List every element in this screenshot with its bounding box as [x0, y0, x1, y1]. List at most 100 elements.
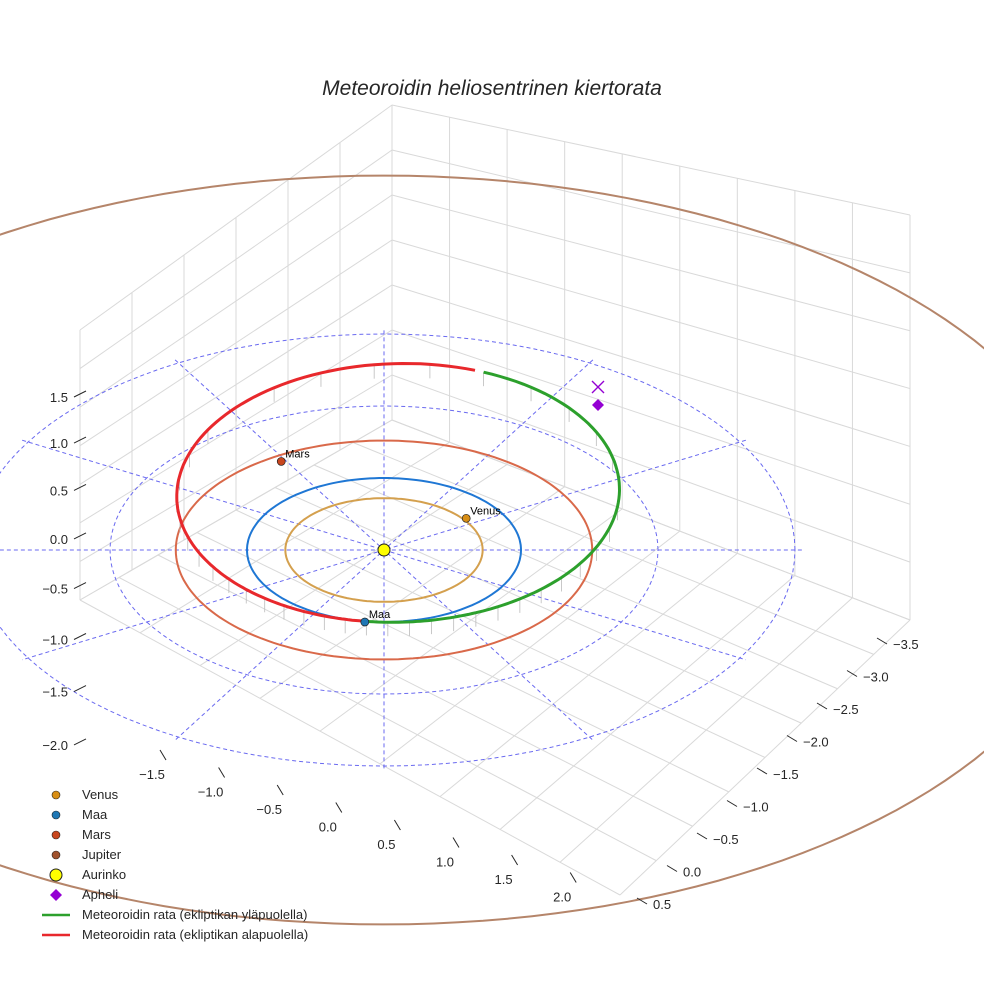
x-tick-label: 1.0	[436, 855, 454, 870]
y-tick	[636, 897, 648, 905]
legend-item: Meteoroidin rata (ekliptikan yläpuolella…	[42, 907, 307, 922]
meteoroid-orbit-above	[366, 370, 622, 624]
y-tick	[756, 767, 768, 775]
x-tick	[569, 872, 577, 883]
grid-line	[79, 149, 393, 369]
y-tick-label: −1.0	[743, 800, 769, 815]
x-tick	[159, 749, 167, 761]
grid-line	[391, 149, 911, 274]
y-tick-label: 0.5	[653, 897, 671, 912]
legend-marker	[50, 889, 62, 901]
z-tick	[73, 532, 87, 540]
z-tick-label: −1.0	[42, 633, 68, 648]
right-pane	[392, 105, 910, 620]
legend-item: Aurinko	[49, 867, 126, 882]
legend-item: Jupiter	[51, 847, 122, 862]
x-tick-label: −1.5	[139, 767, 165, 782]
x-tick	[511, 854, 519, 866]
z-tick-label: −1.5	[42, 685, 68, 700]
grid-line	[391, 194, 911, 332]
z-tick	[73, 738, 87, 746]
y-tick-label: −3.0	[863, 670, 889, 685]
y-tick-label: −0.5	[713, 832, 739, 847]
z-tick-label: −2.0	[42, 738, 68, 753]
legend-item: Apheli	[50, 887, 118, 902]
legend-label: Jupiter	[82, 847, 122, 862]
x-tick	[335, 802, 343, 813]
aphelion-projection-cross	[591, 380, 605, 394]
y-tick-label: −2.0	[803, 735, 829, 750]
grid-line	[559, 597, 853, 863]
grid-line	[79, 194, 393, 408]
legend-label: Apheli	[82, 887, 118, 902]
z-tick-label: 1.0	[50, 436, 68, 451]
planet-maa-label: Maa	[369, 609, 391, 621]
grid-line	[619, 619, 911, 896]
tick-labels: 1.5 1.0 0.5 0.0 −0.5 −1.0 −1.5 −2.0 −1.5 −1.0 −0.5…	[42, 390, 918, 912]
meteoroid-orbit-below	[175, 361, 476, 623]
legend: Venus Maa Mars Jupiter Aurinko Apheli Meteoroi…	[42, 787, 308, 942]
planet-venus-marker	[461, 513, 471, 523]
x-tick-label: −1.0	[198, 785, 224, 800]
x-tick-label: 0.5	[377, 837, 395, 852]
y-tick	[786, 735, 798, 742]
grid-line	[259, 486, 565, 699]
grid-line	[274, 487, 802, 724]
x-tick	[218, 767, 226, 778]
y-tick-label: 0.0	[683, 865, 701, 880]
legend-item: Meteoroidin rata (ekliptikan alapuolella…	[42, 927, 308, 942]
grid-line	[391, 239, 911, 390]
legend-item: Mars	[51, 827, 111, 842]
reference-circle	[109, 405, 659, 695]
grid-line	[391, 284, 911, 447]
grid-line	[157, 554, 693, 827]
bodies: Venus Maa Mars	[276, 380, 605, 627]
z-tick	[73, 390, 87, 398]
grid-line	[391, 104, 911, 216]
legend-marker	[51, 810, 61, 820]
legend-label: Maa	[82, 807, 108, 822]
y-tick	[726, 800, 738, 807]
orbit-jupiter	[0, 174, 984, 926]
orbit-maa	[245, 477, 522, 623]
legend-label: Meteoroidin rata (ekliptikan yläpuolella…	[82, 907, 307, 922]
reference-circle	[0, 333, 796, 767]
x-tick-label: 2.0	[553, 890, 571, 905]
grid-line	[79, 599, 621, 896]
planet-maa-marker	[360, 617, 370, 627]
grid-line	[439, 552, 738, 798]
z-tick	[73, 483, 87, 491]
grid-line	[79, 374, 393, 562]
floor-pane	[80, 420, 910, 895]
x-tick	[452, 837, 460, 848]
y-tick	[696, 832, 708, 840]
grid-line	[196, 532, 729, 793]
z-tick-label: 1.5	[50, 390, 68, 405]
grid-line	[499, 575, 796, 830]
legend-label: Venus	[82, 787, 119, 802]
planet-mars-marker	[276, 457, 286, 466]
grid-line	[79, 329, 393, 524]
z-tick	[73, 685, 87, 693]
chart-title: Meteoroidin heliosentrinen kiertorata	[322, 77, 662, 100]
grid-line	[199, 464, 508, 666]
z-tick-label: 0.5	[50, 483, 68, 498]
legend-marker	[51, 790, 61, 800]
meteoroid-orbit	[175, 361, 622, 637]
x-tick-label: 0.0	[319, 820, 337, 835]
x-tick-label: 1.5	[495, 872, 513, 887]
x-tick	[276, 784, 284, 796]
legend-marker	[51, 850, 61, 860]
grid-line	[391, 329, 911, 505]
planet-venus-label: Venus	[470, 505, 501, 517]
y-tick-label: −3.5	[893, 637, 919, 652]
y-tick-label: −1.5	[773, 767, 799, 782]
grid-line	[79, 104, 393, 331]
orbit-mars	[174, 439, 594, 661]
legend-item: Maa	[51, 807, 108, 822]
grid-line	[79, 284, 393, 485]
grid-line	[118, 577, 657, 862]
x-tick	[393, 819, 401, 831]
y-tick	[666, 865, 678, 872]
